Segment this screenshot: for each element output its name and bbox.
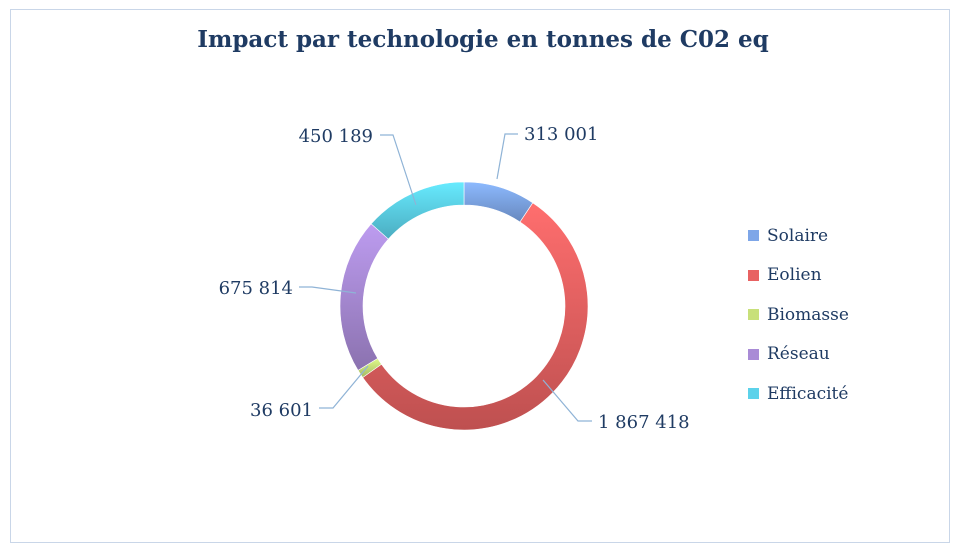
legend: Solaire Eolien Biomasse Réseau Efficacit… [748,216,849,414]
slice-solaire [463,181,534,223]
data-label-reseau: 675 814 [219,278,293,299]
leader-line-reseau [299,286,357,294]
legend-item-biomasse: Biomasse [748,295,849,335]
chart-title: Impact par technologie en tonnes de C02 … [197,26,769,53]
legend-swatch-efficacite [748,388,759,400]
legend-swatch-biomasse [748,309,759,321]
legend-swatch-eolien [748,269,759,281]
slice-reseau [339,223,389,371]
legend-swatch-solaire [748,230,759,242]
legend-item-reseau: Réseau [748,335,849,375]
leader-line-eolien [542,379,592,422]
leader-line-efficacite [380,134,417,206]
leader-line-biomasse [319,365,369,409]
legend-label-biomasse: Biomasse [767,304,849,325]
data-label-biomasse: 36 601 [250,400,313,421]
slice-efficacite [370,181,465,240]
legend-label-efficacite: Efficacité [767,383,849,404]
legend-item-solaire: Solaire [748,216,849,256]
legend-item-eolien: Eolien [748,256,849,296]
legend-label-solaire: Solaire [767,225,829,246]
leader-line-solaire [496,133,518,180]
legend-swatch-reseau [748,348,759,360]
legend-label-reseau: Réseau [767,344,830,365]
slice-eolien [362,202,589,431]
data-label-eolien: 1 867 418 [598,412,690,433]
legend-item-efficacite: Efficacité [748,374,849,414]
data-label-solaire: 313 001 [524,124,598,145]
legend-label-eolien: Eolien [767,265,822,286]
chart-frame [10,9,950,543]
data-label-efficacite: 450 189 [299,126,373,147]
